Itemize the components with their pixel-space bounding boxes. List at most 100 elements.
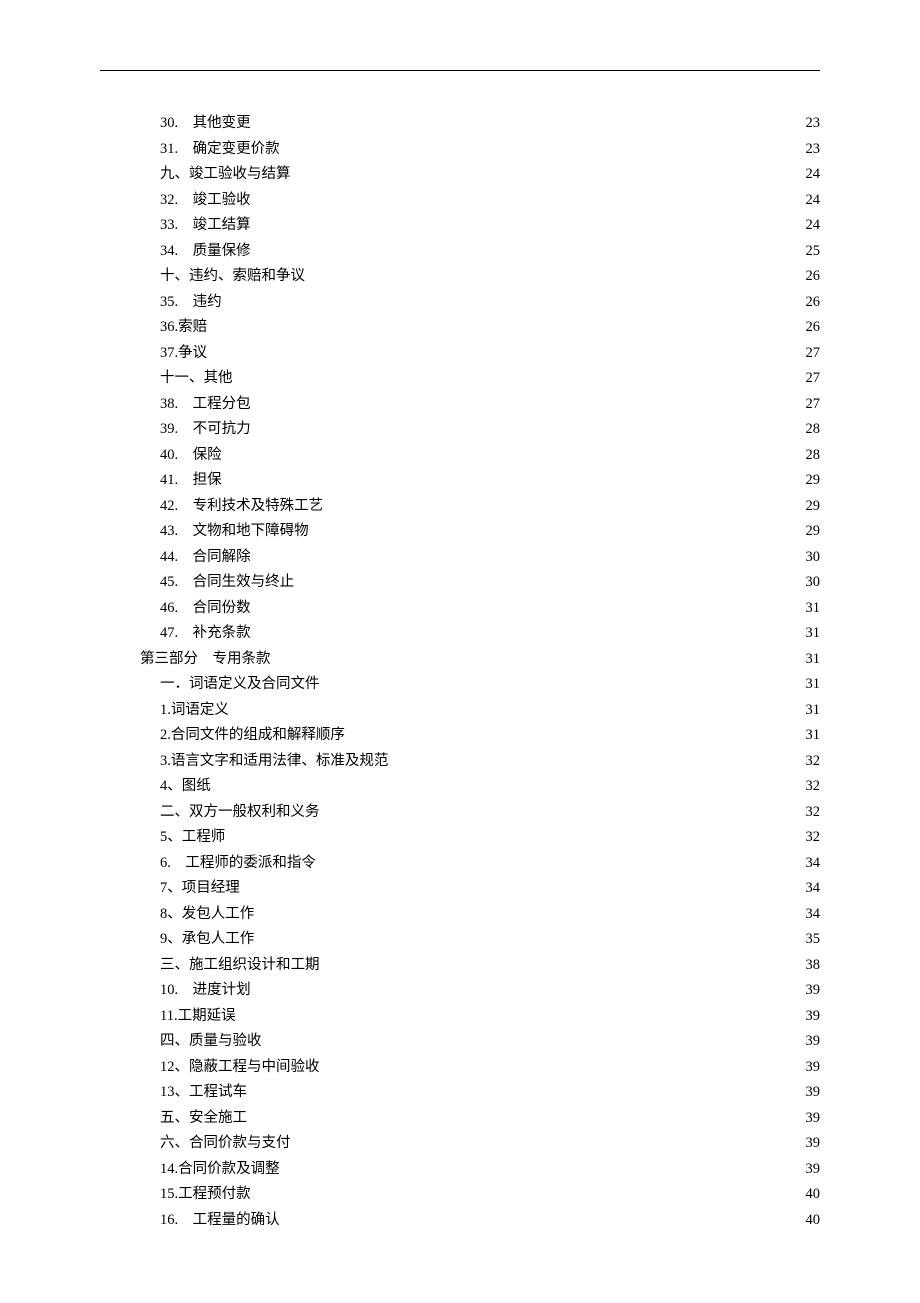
toc-page-number: 34 <box>806 902 821 928</box>
toc-page-number: 29 <box>806 494 821 520</box>
toc-entry: 六、合同价款与支付 39 <box>100 1131 820 1157</box>
toc-entry: 四、质量与验收39 <box>100 1029 820 1055</box>
toc-label: 9、承包人工作 <box>160 927 254 953</box>
toc-page-number: 28 <box>806 417 821 443</box>
toc-page-number: 29 <box>806 468 821 494</box>
toc-entry: 3.语言文字和适用法律、标准及规范32 <box>100 749 820 775</box>
toc-entry: 三、施工组织设计和工期38 <box>100 953 820 979</box>
toc-label: 46. 合同份数 <box>160 596 251 622</box>
toc-page-number: 38 <box>806 953 821 979</box>
toc-page-number: 29 <box>806 519 821 545</box>
toc-entry: 16. 工程量的确认 40 <box>100 1208 820 1234</box>
toc-label: 14.合同价款及调整 <box>160 1157 280 1183</box>
toc-page-number: 30 <box>806 545 821 571</box>
toc-page-number: 39 <box>806 1080 821 1106</box>
toc-page-number: 39 <box>806 1029 821 1055</box>
toc-label: 31. 确定变更价款 <box>160 137 280 163</box>
toc-label: 6. 工程师的委派和指令 <box>160 851 316 877</box>
toc-label: 10. 进度计划 <box>160 978 251 1004</box>
toc-page-number: 31 <box>806 723 821 749</box>
toc-page-number: 39 <box>806 1055 821 1081</box>
toc-entry: 36.索赔26 <box>100 315 820 341</box>
toc-label: 35. 违约 <box>160 290 222 316</box>
toc-label: 六、合同价款与支付 <box>160 1131 291 1157</box>
toc-label: 43. 文物和地下障碍物 <box>160 519 309 545</box>
toc-entry: 10. 进度计划 39 <box>100 978 820 1004</box>
toc-page-number: 24 <box>806 162 821 188</box>
toc-page-number: 39 <box>806 1157 821 1183</box>
toc-label: 41. 担保 <box>160 468 222 494</box>
table-of-contents: 30. 其他变更 23 31. 确定变更价款 23 九、竣工验收与结算 24 32. 竣工验… <box>100 111 820 1233</box>
toc-page-number: 23 <box>806 111 821 137</box>
toc-entry: 41. 担保 29 <box>100 468 820 494</box>
toc-label: 九、竣工验收与结算 <box>160 162 291 188</box>
toc-label: 第三部分 专用条款 <box>140 647 271 673</box>
toc-entry: 4、图纸32 <box>100 774 820 800</box>
toc-label: 44. 合同解除 <box>160 545 251 571</box>
toc-label: 一．词语定义及合同文件 <box>160 672 320 698</box>
toc-label: 45. 合同生效与终止 <box>160 570 294 596</box>
toc-label: 13、工程试车 <box>160 1080 247 1106</box>
toc-entry: 38. 工程分包27 <box>100 392 820 418</box>
toc-page-number: 30 <box>806 570 821 596</box>
toc-label: 12、隐蔽工程与中间验收 <box>160 1055 320 1081</box>
toc-entry: 11.工期延误 39 <box>100 1004 820 1030</box>
toc-entry: 12、隐蔽工程与中间验收 39 <box>100 1055 820 1081</box>
toc-page-number: 32 <box>806 825 821 851</box>
header-rule <box>100 70 820 71</box>
toc-entry: 五、安全施工39 <box>100 1106 820 1132</box>
toc-page-number: 39 <box>806 1004 821 1030</box>
toc-page-number: 39 <box>806 1131 821 1157</box>
toc-page-number: 23 <box>806 137 821 163</box>
toc-page-number: 34 <box>806 876 821 902</box>
toc-page-number: 31 <box>806 672 821 698</box>
toc-label: 36.索赔 <box>160 315 207 341</box>
toc-label: 33. 竣工结算 <box>160 213 251 239</box>
toc-label: 37.争议 <box>160 341 207 367</box>
toc-label: 十一、其他 <box>160 366 233 392</box>
toc-label: 五、安全施工 <box>160 1106 247 1132</box>
toc-entry: 39. 不可抗力 28 <box>100 417 820 443</box>
toc-entry: 31. 确定变更价款 23 <box>100 137 820 163</box>
toc-entry: 44. 合同解除 30 <box>100 545 820 571</box>
toc-entry: 九、竣工验收与结算 24 <box>100 162 820 188</box>
toc-label: 5、工程师 <box>160 825 225 851</box>
toc-label: 39. 不可抗力 <box>160 417 251 443</box>
toc-label: 11.工期延误 <box>160 1004 236 1030</box>
toc-page-number: 24 <box>806 213 821 239</box>
toc-page-number: 32 <box>806 774 821 800</box>
toc-entry: 13、工程试车 39 <box>100 1080 820 1106</box>
toc-entry: 45. 合同生效与终止 30 <box>100 570 820 596</box>
toc-page-number: 25 <box>806 239 821 265</box>
toc-label: 16. 工程量的确认 <box>160 1208 280 1234</box>
toc-page-number: 32 <box>806 800 821 826</box>
toc-entry: 40. 保险28 <box>100 443 820 469</box>
toc-entry: 15.工程预付款40 <box>100 1182 820 1208</box>
toc-label: 30. 其他变更 <box>160 111 251 137</box>
toc-page-number: 31 <box>806 647 821 673</box>
toc-label: 8、发包人工作 <box>160 902 254 928</box>
toc-label: 二、双方一般权利和义务 <box>160 800 320 826</box>
toc-label: 7、项目经理 <box>160 876 240 902</box>
toc-entry: 14.合同价款及调整 39 <box>100 1157 820 1183</box>
toc-label: 十、违约、索赔和争议 <box>160 264 305 290</box>
toc-page-number: 31 <box>806 621 821 647</box>
toc-page-number: 39 <box>806 978 821 1004</box>
toc-page-number: 35 <box>806 927 821 953</box>
toc-entry: 34. 质量保修25 <box>100 239 820 265</box>
toc-page-number: 27 <box>806 341 821 367</box>
toc-entry: 十一、其他 27 <box>100 366 820 392</box>
toc-entry: 43. 文物和地下障碍物 29 <box>100 519 820 545</box>
toc-entry: 35. 违约26 <box>100 290 820 316</box>
toc-entry: 6. 工程师的委派和指令34 <box>100 851 820 877</box>
toc-entry: 十、违约、索赔和争议26 <box>100 264 820 290</box>
toc-page-number: 31 <box>806 596 821 622</box>
toc-page-number: 24 <box>806 188 821 214</box>
toc-page-number: 27 <box>806 366 821 392</box>
toc-entry: 2.合同文件的组成和解释顺序31 <box>100 723 820 749</box>
toc-label: 47. 补充条款 <box>160 621 251 647</box>
toc-entry: 30. 其他变更 23 <box>100 111 820 137</box>
toc-page-number: 40 <box>806 1208 821 1234</box>
toc-label: 32. 竣工验收 <box>160 188 251 214</box>
toc-label: 42. 专利技术及特殊工艺 <box>160 494 323 520</box>
